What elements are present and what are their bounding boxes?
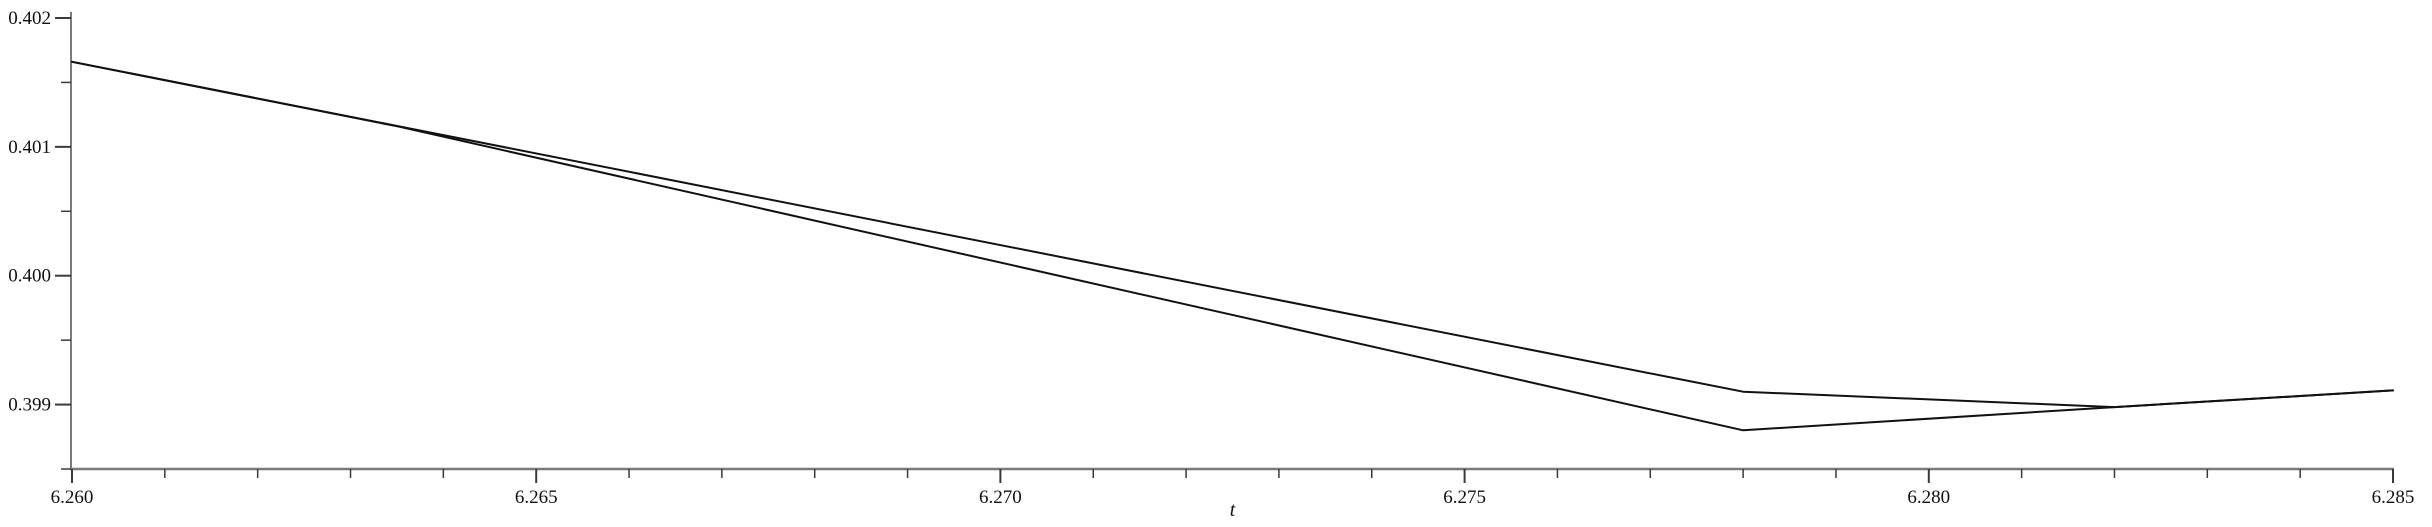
y-tick-label: 0.400 xyxy=(8,266,51,287)
x-tick-label: 6.285 xyxy=(2372,487,2415,508)
x-tick-label: 6.265 xyxy=(515,487,558,508)
lower-curve xyxy=(71,60,2394,432)
x-tick-label: 6.270 xyxy=(979,487,1022,508)
x-tick-label: 6.280 xyxy=(1907,487,1950,508)
y-tick-label: 0.401 xyxy=(8,137,51,158)
upper-curve xyxy=(71,60,2394,409)
x-axis-label: t xyxy=(1230,499,1236,521)
y-tick-label: 0.399 xyxy=(8,395,51,416)
x-tick-label: 6.260 xyxy=(51,487,94,508)
x-tick-label: 6.275 xyxy=(1443,487,1486,508)
y-tick-label: 0.402 xyxy=(8,8,51,29)
